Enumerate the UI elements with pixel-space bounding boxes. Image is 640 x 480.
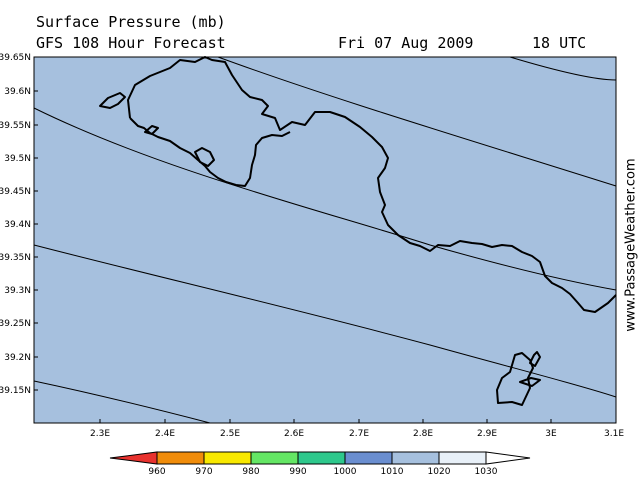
- lon-tick-label: 2.9E: [477, 429, 497, 439]
- coastline-main: [519, 377, 541, 387]
- lat-tick: 39.4N: [4, 220, 38, 230]
- coastline: [99, 56, 617, 406]
- lon-tick: 2.9E: [477, 419, 497, 439]
- lat-tick-label: 39.2N: [4, 353, 31, 363]
- lon-tick-label: 2.8E: [413, 429, 433, 439]
- lon-tick-label: 2.7E: [349, 429, 369, 439]
- legend-label: 1030: [475, 467, 498, 477]
- lat-tick: 39.2N: [4, 353, 38, 363]
- legend-labels: 960 970 980 990 1000 1010 1020 1030: [148, 467, 497, 477]
- forecast-time: 18 UTC: [532, 34, 587, 52]
- lon-tick-label: 2.6E: [284, 429, 304, 439]
- lat-tick-label: 39.15N: [0, 386, 31, 396]
- legend-label: 1020: [428, 467, 451, 477]
- pressure-legend: [109, 451, 531, 465]
- lon-tick-label: 3.1E: [604, 429, 624, 439]
- lat-tick: 39.45N: [0, 187, 38, 197]
- lon-tick: 2.4E: [155, 419, 175, 439]
- legend-swatch: [156, 451, 205, 465]
- map-frame: [33, 56, 617, 424]
- coastline-main: [127, 56, 617, 313]
- legend-swatch: [438, 451, 487, 465]
- isobars: [33, 56, 617, 424]
- lat-tick-label: 39.4N: [4, 220, 31, 230]
- forecast-date: Fri 07 Aug 2009: [338, 34, 474, 52]
- isobar-line: [33, 380, 211, 424]
- lon-tick: 2.8E: [413, 419, 433, 439]
- coastline-main: [194, 147, 215, 167]
- coastline-main: [496, 352, 534, 406]
- lat-tick-label: 39.65N: [0, 53, 31, 63]
- legend-label: 1000: [334, 467, 357, 477]
- lon-tick: 2.6E: [284, 419, 304, 439]
- isobar-line: [509, 56, 617, 81]
- longitude-axis: 2.3E 2.4E 2.5E 2.6E 2.7E 2.8E 2.9E 3E 3.…: [90, 419, 624, 439]
- lat-tick-label: 39.25N: [0, 319, 31, 329]
- lat-tick: 39.15N: [0, 386, 38, 396]
- latitude-axis: 39.65N 39.6N 39.55N 39.5N 39.45N 39.4N 3…: [0, 53, 38, 396]
- legend-swatch: [485, 451, 531, 465]
- legend-swatch: [344, 451, 393, 465]
- lat-tick-label: 39.55N: [0, 121, 31, 131]
- lat-tick: 39.6N: [4, 87, 38, 97]
- legend-swatch: [391, 451, 440, 465]
- coastline-main: [529, 351, 541, 367]
- lon-tick-label: 3E: [545, 429, 557, 439]
- isobar-line: [33, 107, 617, 291]
- isobar-line: [33, 244, 617, 398]
- lat-tick-label: 39.6N: [4, 87, 31, 97]
- lat-tick: 39.35N: [0, 253, 38, 263]
- legend-label: 990: [289, 467, 306, 477]
- lat-tick-label: 39.3N: [4, 286, 31, 296]
- map-title: Surface Pressure (mb): [36, 13, 226, 31]
- legend-label: 960: [148, 467, 165, 477]
- lon-tick-label: 2.5E: [220, 429, 240, 439]
- coastline-main: [129, 117, 291, 187]
- lon-tick: 2.3E: [90, 419, 110, 439]
- lon-tick: 3.1E: [604, 419, 624, 439]
- lat-tick-label: 39.45N: [0, 187, 31, 197]
- legend-label: 1010: [381, 467, 404, 477]
- lon-tick: 3E: [545, 419, 557, 439]
- lat-tick-label: 39.35N: [0, 253, 31, 263]
- lat-tick: 39.3N: [4, 286, 38, 296]
- legend-swatch: [250, 451, 299, 465]
- lon-tick: 2.7E: [349, 419, 369, 439]
- lat-tick-label: 39.5N: [4, 154, 31, 164]
- legend-swatch: [297, 451, 346, 465]
- coastline-main: [99, 92, 126, 109]
- legend-label: 980: [242, 467, 259, 477]
- lon-tick-label: 2.3E: [90, 429, 110, 439]
- lat-tick: 39.5N: [4, 154, 38, 164]
- legend-label: 970: [195, 467, 212, 477]
- isobar-line: [217, 56, 617, 187]
- lat-tick: 39.65N: [0, 53, 38, 63]
- lon-tick: 2.5E: [220, 419, 240, 439]
- lat-tick: 39.25N: [0, 319, 38, 329]
- lat-tick: 39.55N: [0, 121, 38, 131]
- forecast-label: GFS 108 Hour Forecast: [36, 34, 226, 52]
- lon-tick-label: 2.4E: [155, 429, 175, 439]
- legend-swatch: [203, 451, 252, 465]
- legend-swatch: [109, 451, 158, 465]
